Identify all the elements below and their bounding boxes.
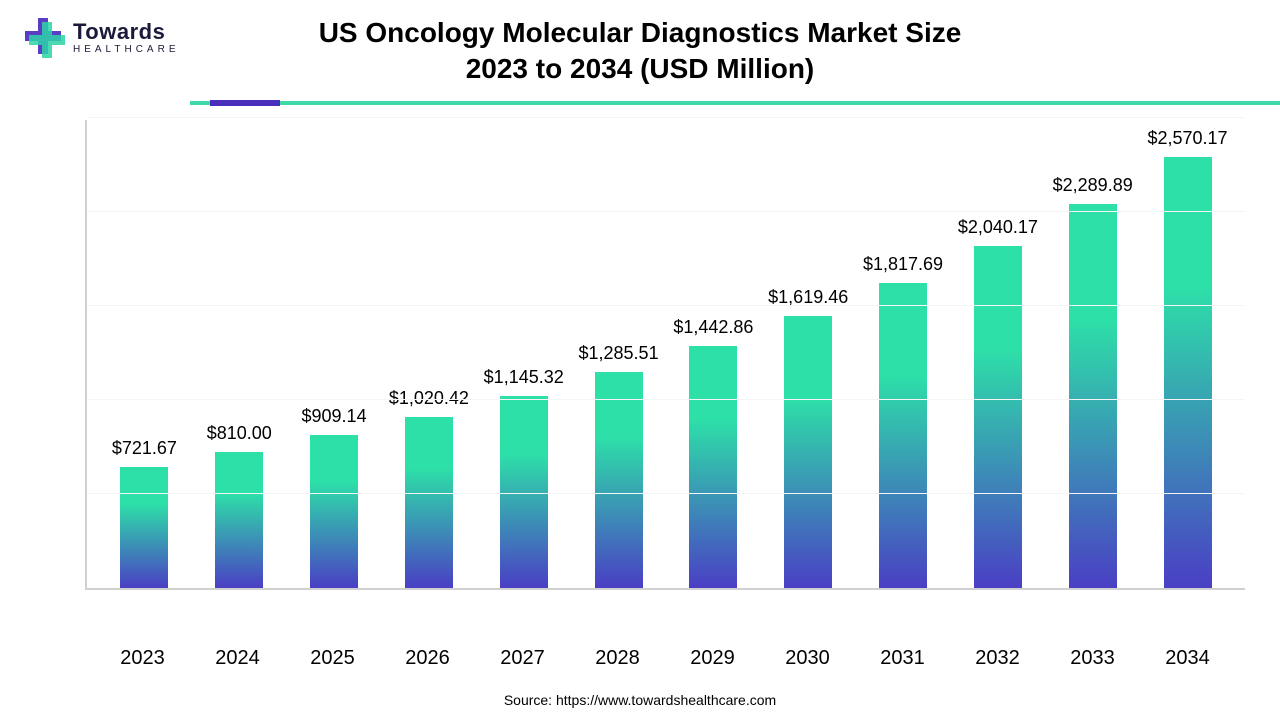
bar-group: $1,145.32	[476, 396, 571, 588]
bar-value-label: $721.67	[112, 438, 177, 459]
bar	[689, 346, 737, 588]
chart-area: $721.67$810.00$909.14$1,020.42$1,145.32$…	[75, 120, 1255, 630]
x-axis-label: 2034	[1140, 647, 1235, 670]
bar-group: $1,285.51	[571, 372, 666, 588]
gridline	[87, 493, 1245, 494]
x-axis-label: 2030	[760, 647, 855, 670]
gridline	[87, 211, 1245, 212]
x-axis-labels: 2023202420252026202720282029203020312032…	[85, 647, 1245, 670]
x-axis-label: 2028	[570, 647, 665, 670]
bar	[974, 246, 1022, 588]
bar	[595, 372, 643, 588]
x-axis-label: 2029	[665, 647, 760, 670]
bar	[215, 452, 263, 588]
bar	[120, 467, 168, 588]
plot: $721.67$810.00$909.14$1,020.42$1,145.32$…	[85, 120, 1245, 590]
bar-value-label: $2,040.17	[958, 217, 1038, 238]
x-axis-label: 2026	[380, 647, 475, 670]
header: Towards HEALTHCARE US Oncology Molecular…	[0, 0, 1280, 106]
gridline	[87, 117, 1245, 118]
divider-accent	[210, 100, 280, 106]
bar-value-label: $2,570.17	[1147, 128, 1227, 149]
bar-value-label: $1,285.51	[579, 343, 659, 364]
chart-title: US Oncology Molecular Diagnostics Market…	[0, 15, 1280, 88]
x-axis-label: 2033	[1045, 647, 1140, 670]
bar	[784, 316, 832, 588]
bar	[405, 417, 453, 588]
bar-group: $1,619.46	[761, 316, 856, 588]
bar-group: $909.14	[287, 435, 382, 588]
bar-group: $1,817.69	[856, 283, 951, 588]
bar	[1069, 204, 1117, 588]
bar-value-label: $1,145.32	[484, 367, 564, 388]
source-text: Source: https://www.towardshealthcare.co…	[0, 692, 1280, 708]
bar-group: $810.00	[192, 452, 287, 588]
bar-value-label: $2,289.89	[1053, 175, 1133, 196]
gridline	[87, 305, 1245, 306]
logo-sub: HEALTHCARE	[73, 45, 180, 55]
bar-group: $721.67	[97, 467, 192, 588]
bar-value-label: $909.14	[302, 406, 367, 427]
logo-brand: Towards	[73, 21, 180, 43]
bar-group: $1,442.86	[666, 346, 761, 588]
gridline	[87, 399, 1245, 400]
bar-group: $2,040.17	[950, 246, 1045, 588]
bar-value-label: $1,817.69	[863, 254, 943, 275]
bar	[879, 283, 927, 588]
x-axis-label: 2024	[190, 647, 285, 670]
bar-group: $1,020.42	[382, 417, 477, 588]
x-axis-label: 2023	[95, 647, 190, 670]
bar	[310, 435, 358, 588]
title-line2: 2023 to 2034 (USD Million)	[466, 53, 815, 84]
x-axis-label: 2027	[475, 647, 570, 670]
logo: Towards HEALTHCARE	[25, 18, 180, 58]
x-axis-label: 2032	[950, 647, 1045, 670]
bar-value-label: $1,442.86	[673, 317, 753, 338]
bars-container: $721.67$810.00$909.14$1,020.42$1,145.32$…	[87, 120, 1245, 588]
logo-text: Towards HEALTHCARE	[73, 21, 180, 55]
bar	[1164, 157, 1212, 588]
x-axis-label: 2031	[855, 647, 950, 670]
bar	[500, 396, 548, 588]
bar-group: $2,289.89	[1045, 204, 1140, 588]
healthcare-cross-icon	[25, 18, 65, 58]
bar-group: $2,570.17	[1140, 157, 1235, 588]
title-line1: US Oncology Molecular Diagnostics Market…	[319, 17, 962, 48]
x-axis-label: 2025	[285, 647, 380, 670]
bar-value-label: $810.00	[207, 423, 272, 444]
divider-line	[190, 101, 1280, 105]
divider	[0, 100, 1280, 106]
